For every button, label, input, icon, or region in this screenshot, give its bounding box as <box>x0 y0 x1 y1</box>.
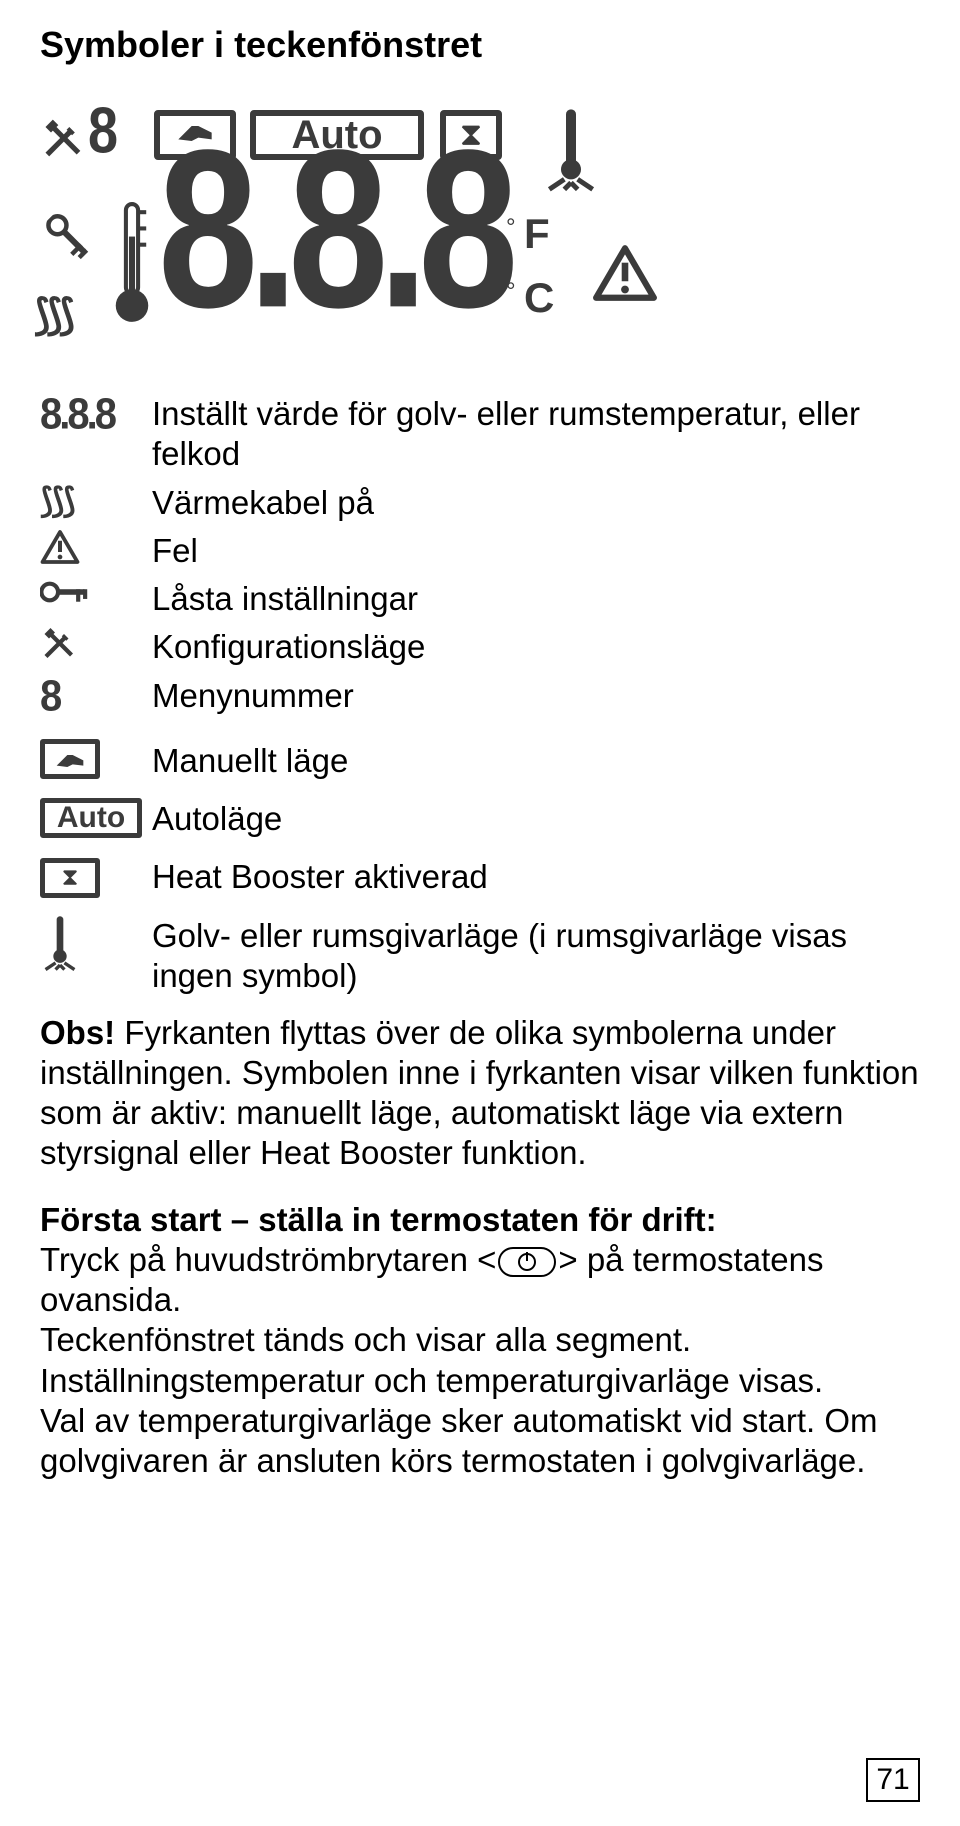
legend-text: Manuellt läge <box>152 737 920 781</box>
seg8-icon: 8 <box>40 672 152 719</box>
legend-text: Golv- eller rumsgivarläge (i rumsgivarlä… <box>152 912 920 997</box>
legend-text: Heat Booster aktiverad <box>152 853 920 898</box>
note-paragraph: Obs! Fyrkanten flyttas över de olika sym… <box>40 1013 920 1174</box>
legend-text: Autoläge <box>152 795 920 839</box>
wave-icon: ⟆⟆⟆ <box>34 290 71 339</box>
degree-c-mark: ° <box>506 278 516 306</box>
legend-text: Fel <box>152 527 920 571</box>
legend-text: Menynummer <box>152 672 920 719</box>
note-label: Obs! <box>40 1014 115 1051</box>
degree-f-mark: ° <box>506 214 516 242</box>
seg888-icon: 8.8.8 <box>158 100 508 359</box>
page-title: Symboler i teckenfönstret <box>40 24 920 66</box>
floor-therm-icon <box>40 912 152 997</box>
instr-pre: Tryck på huvudströmbrytaren < <box>40 1241 496 1278</box>
auto-box-icon: Auto <box>40 795 152 839</box>
floor-therm-icon <box>544 106 598 201</box>
lcd-display-graphic: 8 Auto ⧗ ⟆⟆⟆ 8.8.8 ° F ° C <box>34 94 674 354</box>
warning-icon <box>40 527 152 571</box>
warning-icon <box>592 244 658 307</box>
seg888-icon: 8.8.8 <box>40 390 152 475</box>
key-icon <box>40 575 152 619</box>
legend-block-1: 8.8.8 Inställt värde för golv- eller rum… <box>40 390 920 719</box>
instruction-rest: Teckenfönstret tänds och visar alla segm… <box>40 1320 920 1481</box>
tools-icon <box>40 116 84 170</box>
section-heading: Första start – ställa in termostaten för… <box>40 1200 920 1240</box>
note-text: Fyrkanten flyttas över de olika symboler… <box>40 1014 919 1172</box>
instruction-line: Tryck på huvudströmbrytaren <> på termos… <box>40 1240 920 1321</box>
power-button-icon <box>498 1247 556 1277</box>
wave-icon: ⟆⟆⟆ <box>40 479 152 523</box>
tools-icon <box>40 623 152 667</box>
thermometer-icon <box>110 200 154 352</box>
hourglass-box-icon: ⧗ <box>40 853 152 898</box>
hand-box-icon <box>40 737 152 781</box>
legend-text: Konfigurationsläge <box>152 623 920 667</box>
unit-c-label: C <box>524 274 554 322</box>
legend-text: Värmekabel på <box>152 479 920 523</box>
seg8-icon: 8 <box>88 94 118 168</box>
legend-text: Låsta inställningar <box>152 575 920 619</box>
legend-block-2: Manuellt läge Auto Autoläge ⧗ Heat Boost… <box>40 737 920 997</box>
page-number: 71 <box>866 1758 920 1802</box>
legend-text: Inställt värde för golv- eller rumstempe… <box>152 390 920 475</box>
key-icon <box>30 202 104 276</box>
unit-f-label: F <box>524 210 550 258</box>
